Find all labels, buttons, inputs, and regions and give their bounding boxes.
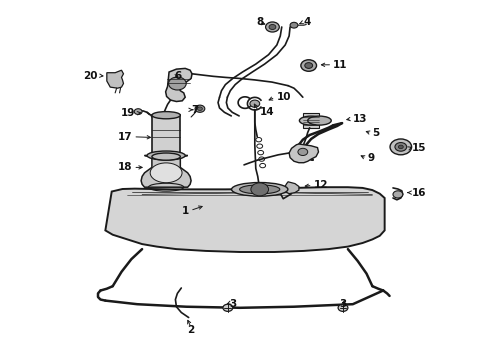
Text: 17: 17 — [118, 132, 132, 142]
Circle shape — [266, 22, 279, 32]
Ellipse shape — [232, 183, 288, 196]
Circle shape — [301, 60, 317, 71]
Text: 5: 5 — [372, 128, 380, 138]
Circle shape — [338, 304, 348, 311]
Text: 13: 13 — [353, 114, 368, 124]
Polygon shape — [141, 156, 191, 187]
Text: 18: 18 — [118, 162, 132, 172]
Text: 9: 9 — [368, 153, 375, 163]
Circle shape — [298, 148, 308, 156]
Circle shape — [250, 100, 260, 107]
Circle shape — [223, 304, 233, 311]
Text: 20: 20 — [83, 71, 98, 81]
Ellipse shape — [299, 116, 323, 125]
Circle shape — [290, 22, 298, 28]
Circle shape — [390, 139, 412, 155]
Polygon shape — [284, 182, 299, 194]
Text: 19: 19 — [121, 108, 135, 118]
Text: 6: 6 — [174, 71, 181, 81]
Text: 15: 15 — [412, 143, 426, 153]
Text: 14: 14 — [260, 107, 274, 117]
Text: 16: 16 — [412, 188, 426, 198]
Polygon shape — [289, 144, 318, 163]
Ellipse shape — [240, 185, 280, 194]
Polygon shape — [152, 115, 180, 157]
Circle shape — [269, 24, 276, 30]
Circle shape — [395, 143, 407, 151]
Circle shape — [197, 107, 202, 111]
Polygon shape — [303, 113, 319, 128]
Polygon shape — [166, 68, 192, 102]
Text: 7: 7 — [191, 105, 198, 115]
Circle shape — [251, 183, 269, 196]
Ellipse shape — [150, 163, 182, 183]
Circle shape — [398, 145, 403, 149]
Ellipse shape — [147, 151, 185, 160]
Circle shape — [134, 109, 142, 114]
Circle shape — [305, 63, 313, 68]
Ellipse shape — [308, 116, 331, 125]
Text: 3: 3 — [340, 299, 346, 309]
Text: 2: 2 — [188, 325, 195, 336]
Circle shape — [195, 105, 205, 112]
Text: 11: 11 — [333, 60, 348, 70]
Ellipse shape — [152, 112, 180, 119]
Text: 1: 1 — [181, 206, 189, 216]
Ellipse shape — [152, 153, 180, 160]
Text: 12: 12 — [314, 180, 328, 190]
Text: 8: 8 — [256, 17, 263, 27]
Circle shape — [393, 191, 403, 198]
Text: 3: 3 — [229, 299, 236, 309]
Polygon shape — [105, 187, 385, 252]
Polygon shape — [107, 70, 123, 88]
Text: 4: 4 — [304, 17, 311, 27]
Text: 10: 10 — [277, 92, 292, 102]
Circle shape — [169, 77, 186, 90]
